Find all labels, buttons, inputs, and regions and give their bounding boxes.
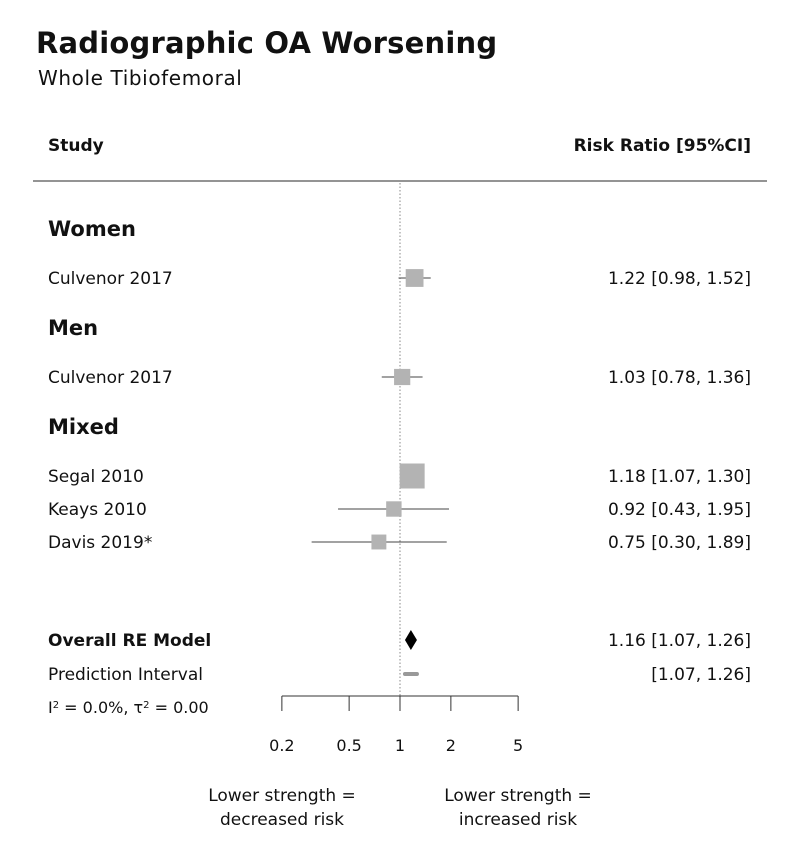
group-heading: Mixed bbox=[48, 415, 119, 439]
study-label: Culvenor 2017 bbox=[48, 368, 173, 388]
chart-subtitle: Whole Tibiofemoral bbox=[38, 66, 243, 90]
x-axis-tick-label: 1 bbox=[395, 736, 405, 755]
study-marker bbox=[386, 501, 402, 517]
overall-diamond bbox=[404, 630, 417, 650]
overall-estimate-label: 1.16 [1.07, 1.26] bbox=[608, 631, 751, 651]
overall-label: Overall RE Model bbox=[48, 631, 211, 651]
group-heading: Men bbox=[48, 316, 98, 340]
increased-risk-label: increased risk bbox=[459, 810, 577, 830]
x-axis-tick-label: 5 bbox=[513, 736, 523, 755]
study-marker bbox=[394, 368, 411, 386]
study-marker bbox=[399, 463, 425, 489]
study-marker bbox=[405, 269, 424, 287]
effect-estimate-label: 0.75 [0.30, 1.89] bbox=[608, 533, 751, 553]
chart-title: Radiographic OA Worsening bbox=[36, 26, 498, 60]
study-label: Culvenor 2017 bbox=[48, 269, 173, 289]
x-axis-tick-label: 0.5 bbox=[336, 736, 361, 755]
study-marker bbox=[371, 534, 387, 550]
effect-estimate-label: 1.22 [0.98, 1.52] bbox=[608, 269, 751, 289]
study-column-header: Study bbox=[48, 136, 104, 156]
effect-estimate-label: 0.92 [0.43, 1.95] bbox=[608, 500, 751, 520]
decreased-risk-label: decreased risk bbox=[220, 810, 344, 830]
effect-estimate-label: 1.03 [0.78, 1.36] bbox=[608, 368, 751, 388]
heterogeneity-stats: I2 = 0.0%, τ2 = 0.00 bbox=[48, 698, 209, 717]
x-axis-tick-label: 0.2 bbox=[269, 736, 294, 755]
group-heading: Women bbox=[48, 217, 136, 241]
prediction-interval-label: Prediction Interval bbox=[48, 665, 203, 685]
decreased-risk-label: Lower strength = bbox=[208, 786, 356, 806]
increased-risk-label: Lower strength = bbox=[444, 786, 592, 806]
x-axis-tick-label: 2 bbox=[446, 736, 456, 755]
prediction-interval-estimate: [1.07, 1.26] bbox=[651, 665, 751, 685]
study-label: Keays 2010 bbox=[48, 500, 147, 520]
study-label: Davis 2019* bbox=[48, 533, 152, 553]
study-label: Segal 2010 bbox=[48, 467, 144, 487]
effect-estimate-label: 1.18 [1.07, 1.30] bbox=[608, 467, 751, 487]
effect-column-header: Risk Ratio [95%CI] bbox=[573, 136, 751, 156]
